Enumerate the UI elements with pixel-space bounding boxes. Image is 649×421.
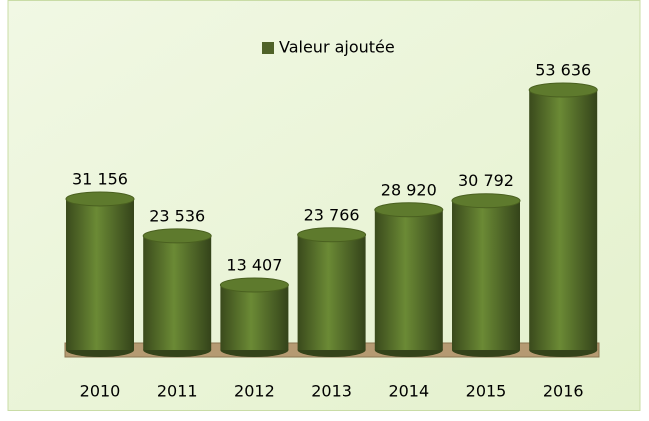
bar (66, 198, 134, 350)
bar-top (297, 227, 367, 243)
value-label: 53 636 (535, 61, 591, 80)
bar-top (65, 191, 135, 207)
value-label: 13 407 (226, 256, 282, 275)
bar (220, 285, 289, 350)
value-label: 30 792 (458, 171, 514, 190)
bar-top (451, 193, 521, 209)
value-label: 31 156 (72, 169, 128, 188)
legend-swatch (262, 42, 274, 54)
x-tick-label: 2012 (234, 382, 275, 401)
value-label: 23 766 (304, 205, 360, 224)
bar-top (142, 228, 212, 244)
bar (374, 209, 443, 350)
value-label: 23 536 (149, 206, 205, 225)
x-tick-label: 2010 (80, 382, 121, 401)
x-tick-label: 2015 (466, 382, 507, 401)
legend-label: Valeur ajoutée (279, 38, 395, 57)
bar (297, 234, 366, 350)
bar-top (374, 202, 444, 218)
bar (452, 200, 520, 350)
bar-top (528, 82, 598, 98)
x-tick-label: 2014 (388, 382, 429, 401)
x-tick-label: 2016 (543, 382, 584, 401)
bar (529, 90, 598, 350)
x-tick-label: 2013 (311, 382, 352, 401)
bar (143, 235, 212, 350)
value-label: 28 920 (381, 180, 437, 199)
x-tick-label: 2011 (157, 382, 198, 401)
bar-top (219, 277, 289, 293)
